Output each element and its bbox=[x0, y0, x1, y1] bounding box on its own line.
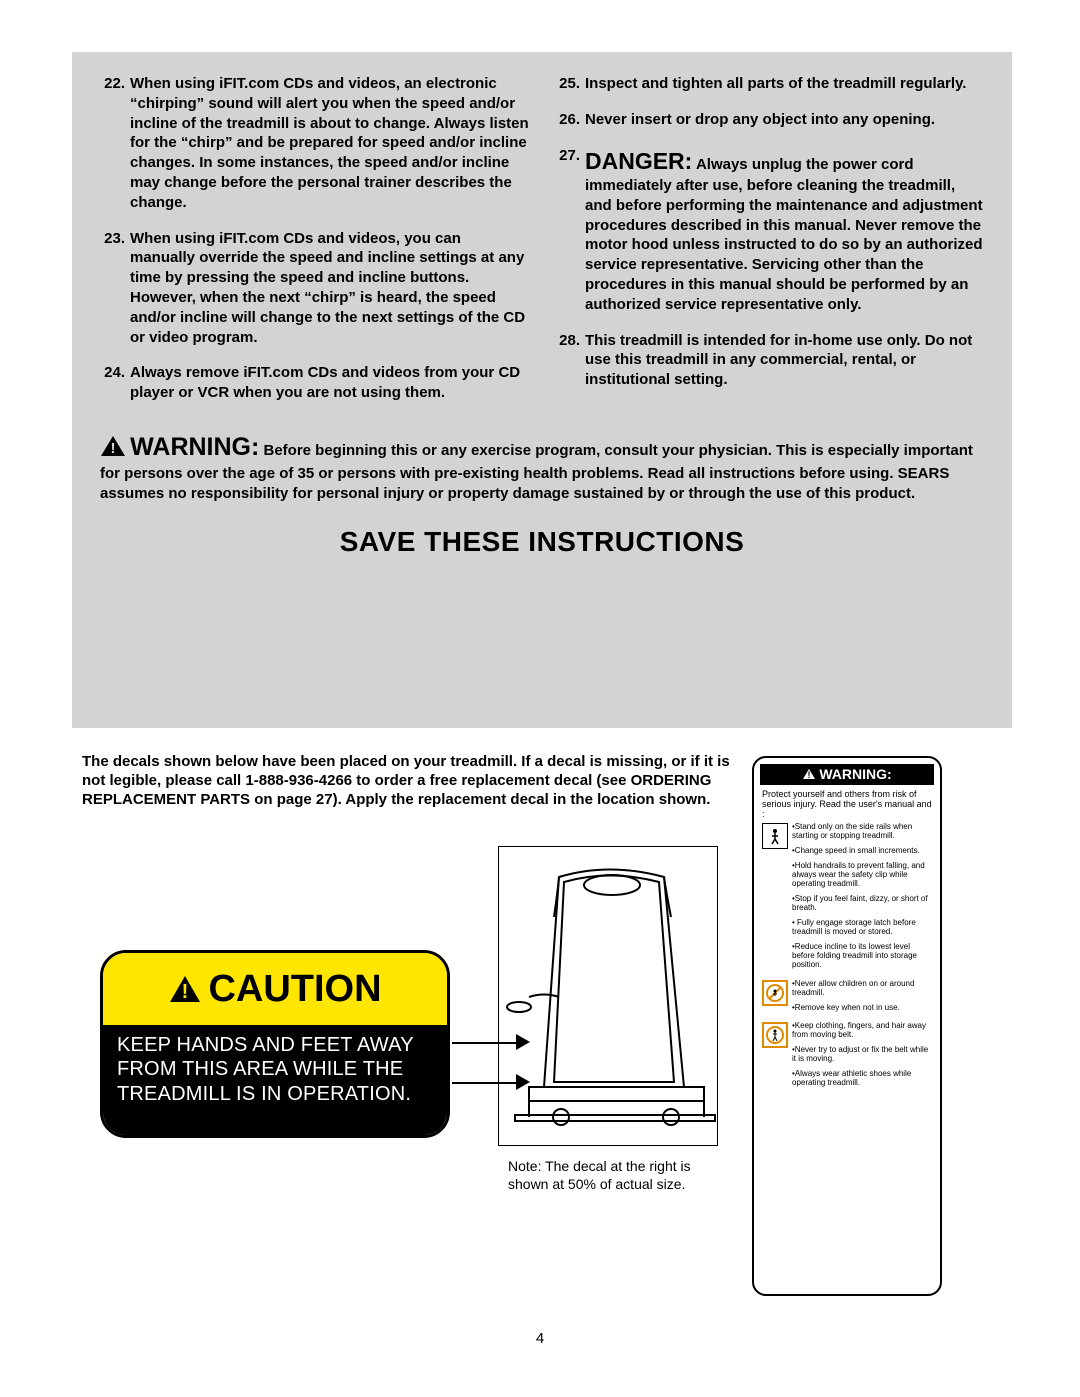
item-text: When using iFIT.com CDs and videos, you … bbox=[130, 229, 529, 348]
svg-text:!: ! bbox=[182, 981, 189, 1003]
svg-text:!: ! bbox=[808, 770, 811, 780]
warning-paragraph: ! WARNING: Before beginning this or any … bbox=[100, 431, 984, 504]
page: 22. When using iFIT.com CDs and videos, … bbox=[0, 0, 1080, 1397]
warning-decal: ! WARNING: Protect yourself and others f… bbox=[752, 756, 942, 1296]
item-number: 23. bbox=[100, 229, 130, 348]
item-text: This treadmill is intended for in-home u… bbox=[585, 331, 984, 390]
item-number: 28. bbox=[555, 331, 585, 390]
decal-intro-text: The decals shown below have been placed … bbox=[82, 752, 732, 810]
bullet: •Reduce incline to its lowest level befo… bbox=[792, 943, 932, 970]
warning-decal-list: •Keep clothing, fingers, and hair away f… bbox=[792, 1022, 932, 1094]
safety-item: 24. Always remove iFIT.com CDs and video… bbox=[100, 363, 529, 403]
item-text: Inspect and tighten all parts of the tre… bbox=[585, 74, 984, 94]
no-children-icon bbox=[762, 980, 788, 1006]
item-text: Never insert or drop any object into any… bbox=[585, 110, 984, 130]
warning-decal-intro: Protect yourself and others from risk of… bbox=[760, 785, 934, 821]
caution-body: KEEP HANDS AND FEET AWAY FROM THIS AREA … bbox=[103, 1025, 447, 1138]
item-number: 24. bbox=[100, 363, 130, 403]
warning-decal-header-text: WARNING: bbox=[819, 766, 891, 782]
warning-decal-header: ! WARNING: bbox=[760, 764, 934, 785]
warning-decal-list: •Stand only on the side rails when start… bbox=[792, 823, 932, 975]
bullet: •Stand only on the side rails when start… bbox=[792, 823, 932, 841]
arrow-line bbox=[452, 1082, 522, 1084]
warning-decal-list: •Never allow children on or around tread… bbox=[792, 980, 932, 1019]
item-number: 27. bbox=[555, 146, 585, 315]
warning-decal-row: •Never allow children on or around tread… bbox=[760, 978, 934, 1021]
safety-item: 23. When using iFIT.com CDs and videos, … bbox=[100, 229, 529, 348]
warning-triangle-icon: ! bbox=[100, 435, 126, 457]
arrow-line bbox=[452, 1042, 522, 1044]
safety-item: 28. This treadmill is intended for in-ho… bbox=[555, 331, 984, 390]
warning-word: WARNING: bbox=[130, 433, 259, 461]
treadmill-diagram bbox=[498, 846, 718, 1146]
item-text: Always remove iFIT.com CDs and videos fr… bbox=[130, 363, 529, 403]
bullet: •Never try to adjust or fix the belt whi… bbox=[792, 1046, 932, 1064]
item-number: 25. bbox=[555, 74, 585, 94]
safety-item: 22. When using iFIT.com CDs and videos, … bbox=[100, 74, 529, 213]
warning-triangle-small-icon: ! bbox=[802, 768, 816, 780]
bullet: •Hold handrails to prevent falling, and … bbox=[792, 862, 932, 889]
item-text: When using iFIT.com CDs and videos, an e… bbox=[130, 74, 529, 213]
note-text: Note: The decal at the right is shown at… bbox=[508, 1158, 728, 1193]
caution-decal: ! CAUTION KEEP HANDS AND FEET AWAY FROM … bbox=[100, 950, 450, 1138]
item-number: 22. bbox=[100, 74, 130, 213]
safety-box: 22. When using iFIT.com CDs and videos, … bbox=[72, 52, 1012, 728]
bullet: •Never allow children on or around tread… bbox=[792, 980, 932, 998]
arrowhead-icon bbox=[516, 1034, 532, 1050]
safety-item: 25. Inspect and tighten all parts of the… bbox=[555, 74, 984, 94]
item-number: 26. bbox=[555, 110, 585, 130]
stand-rails-icon bbox=[762, 823, 788, 849]
danger-word: DANGER: bbox=[585, 148, 692, 174]
bullet: • Fully engage storage latch before trea… bbox=[792, 919, 932, 937]
bullet: •Always wear athletic shoes while operat… bbox=[792, 1070, 932, 1088]
safety-item: 27. DANGER: Always unplug the power cord… bbox=[555, 146, 984, 315]
bullet: •Stop if you feel faint, dizzy, or short… bbox=[792, 895, 932, 913]
safety-item: 26. Never insert or drop any object into… bbox=[555, 110, 984, 130]
warning-decal-row: •Stand only on the side rails when start… bbox=[760, 821, 934, 977]
page-number: 4 bbox=[0, 1330, 1080, 1347]
left-column: 22. When using iFIT.com CDs and videos, … bbox=[100, 74, 529, 419]
bullet: •Remove key when not in use. bbox=[792, 1004, 932, 1013]
danger-text: Always unplug the power cord immediately… bbox=[585, 156, 983, 313]
caution-triangle-icon: ! bbox=[168, 974, 202, 1004]
arrowhead-icon bbox=[516, 1074, 532, 1090]
caution-word: CAUTION bbox=[208, 968, 381, 1011]
warning-decal-row: •Keep clothing, fingers, and hair away f… bbox=[760, 1020, 934, 1096]
item-text: DANGER: Always unplug the power cord imm… bbox=[585, 146, 984, 315]
two-column-list: 22. When using iFIT.com CDs and videos, … bbox=[100, 74, 984, 419]
save-instructions-title: SAVE THESE INSTRUCTIONS bbox=[100, 526, 984, 558]
caution-header: ! CAUTION bbox=[103, 953, 447, 1025]
moving-belt-icon bbox=[762, 1022, 788, 1048]
right-column: 25. Inspect and tighten all parts of the… bbox=[555, 74, 984, 419]
svg-text:!: ! bbox=[111, 440, 116, 457]
bullet: •Keep clothing, fingers, and hair away f… bbox=[792, 1022, 932, 1040]
bullet: •Change speed in small increments. bbox=[792, 847, 932, 856]
